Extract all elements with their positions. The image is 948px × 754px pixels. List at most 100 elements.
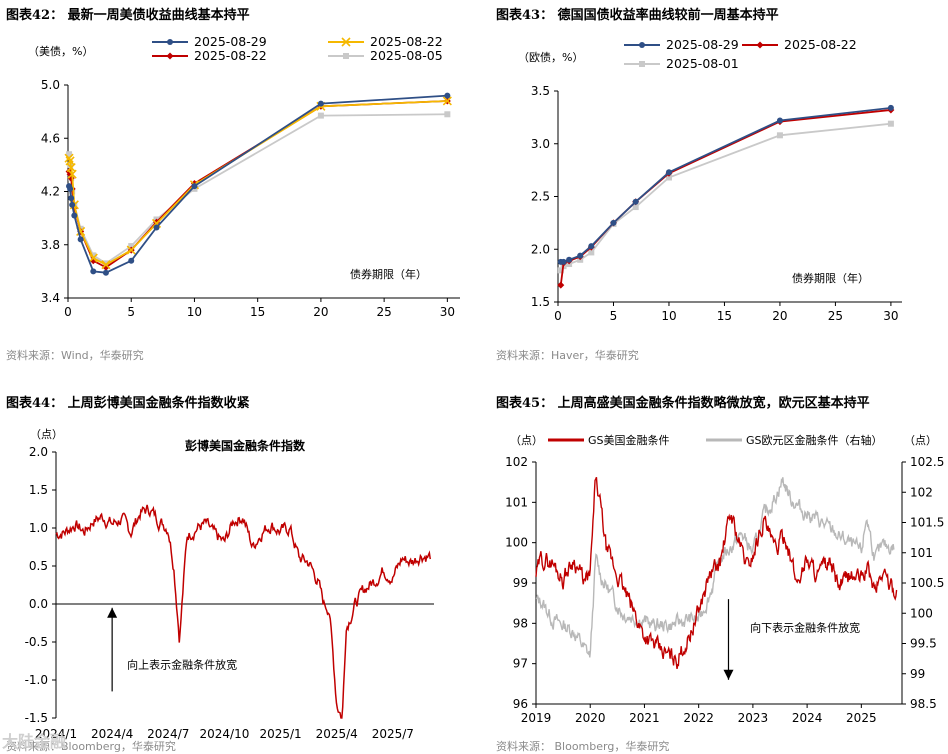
x-tick-label: 30 xyxy=(440,305,455,319)
y-axis-label: （点） xyxy=(30,428,63,441)
y-tick-label: 101 xyxy=(505,495,528,509)
data-point xyxy=(71,212,78,219)
y-tick-label: 101 xyxy=(910,546,933,560)
chart-title: 图表43： 德国国债收益率曲线较前一周基本持平 xyxy=(496,8,779,23)
y-tick-label: 102 xyxy=(505,455,528,469)
chart-source: 资料来源：Wind，华泰研究 xyxy=(6,349,144,362)
data-point xyxy=(102,260,109,267)
x-tick-label: 25 xyxy=(828,309,843,323)
x-tick-label: 2024/7 xyxy=(147,727,189,741)
annotation-arrowhead xyxy=(723,669,734,680)
data-point xyxy=(639,42,645,48)
data-point xyxy=(756,41,764,49)
data-point xyxy=(577,252,584,259)
y-tick-label: 3.5 xyxy=(531,84,550,98)
x-axis-label: 债券期限（年） xyxy=(792,271,869,285)
data-point xyxy=(665,174,672,181)
y-tick-label: 2.5 xyxy=(531,190,550,204)
y-tick-label: -1.5 xyxy=(25,711,48,725)
y-tick-label: 98 xyxy=(513,616,528,630)
chart-panel-43: 图表43： 德国国债收益率曲线较前一周基本持平 1.5 2.0 2.5 3.0 3.5 0… xyxy=(474,0,948,370)
y-tick-label: 3.0 xyxy=(531,137,550,151)
data-point xyxy=(887,120,894,127)
y-tick-label: 2.0 xyxy=(531,242,550,256)
annotation-text: 向上表示金融条件放宽 xyxy=(127,658,237,672)
inner-title: 彭博美国金融条件指数 xyxy=(185,438,306,453)
y-tick-label: 3.4 xyxy=(41,291,60,305)
x-tick-label: 2025/7 xyxy=(372,727,414,741)
data-point xyxy=(90,268,97,275)
data-point xyxy=(632,198,639,205)
data-point xyxy=(69,201,76,208)
series-line xyxy=(68,94,448,274)
x-tick-label: 2021 xyxy=(629,711,660,725)
x-tick-label: 25 xyxy=(376,305,391,319)
data-point xyxy=(566,256,573,263)
y-tick-label: 0.0 xyxy=(29,597,48,611)
data-point xyxy=(776,132,783,139)
x-tick-label: 2025 xyxy=(846,711,877,725)
data-point xyxy=(77,236,84,243)
x-tick-label: 5 xyxy=(127,305,135,319)
data-point xyxy=(557,267,564,274)
data-point xyxy=(128,243,135,250)
data-point xyxy=(665,169,672,176)
yield-curve-de-chart: 1.5 2.0 2.5 3.0 3.5 0 5 10 15 20 25 30 （欧债，%） 债券期限（年）… xyxy=(518,37,902,323)
data-point xyxy=(887,104,894,111)
data-point xyxy=(639,61,645,67)
x-tick-label: 20 xyxy=(313,305,328,319)
y-tick-label: 1.0 xyxy=(29,521,48,535)
y-axis-label: （美债，%） xyxy=(28,44,93,58)
data-point xyxy=(153,218,161,226)
data-point xyxy=(67,185,74,192)
data-point xyxy=(153,224,160,231)
x-tick-label: 10 xyxy=(661,309,676,323)
data-point xyxy=(128,257,135,264)
data-point xyxy=(317,100,324,107)
x-tick-label: 2020 xyxy=(575,711,606,725)
data-point xyxy=(343,53,349,59)
y-tick-label: 99.5 xyxy=(910,637,937,651)
legend-label: GS美国金融条件 xyxy=(588,433,670,447)
legend-label: 2025-08-29 xyxy=(666,37,739,52)
x-tick-label: 2024/10 xyxy=(199,727,249,741)
legend-label: 2025-08-22 xyxy=(194,48,267,63)
y-tick-label: 4.6 xyxy=(41,131,60,145)
data-point xyxy=(776,117,783,124)
y-tick-label: 1.5 xyxy=(531,295,550,309)
y-tick-label: 100 xyxy=(910,606,933,620)
chart-panel-42: 图表42： 最新一周美债收益曲线基本持平 3.4 3.8 4.2 4.6 5.0 0 5 10… xyxy=(0,0,474,370)
data-point xyxy=(444,111,451,118)
y-tick-label: 97 xyxy=(513,657,528,671)
chart-source: 资料来源：Bloomberg，华泰研究 xyxy=(6,740,176,753)
data-point xyxy=(166,52,174,60)
series-line xyxy=(68,100,448,269)
annotation-arrowhead xyxy=(107,607,118,618)
y-tick-label: 102.5 xyxy=(910,455,944,469)
y-tick-label: 99 xyxy=(513,576,528,590)
data-point xyxy=(610,219,617,226)
x-tick-label: 2022 xyxy=(683,711,714,725)
y-tick-label: 99 xyxy=(910,667,925,681)
series-line xyxy=(55,504,431,719)
data-point xyxy=(632,204,639,211)
series-line xyxy=(68,100,448,266)
data-point xyxy=(588,243,595,250)
y-tick-label: 1.5 xyxy=(29,483,48,497)
data-point xyxy=(90,252,97,259)
x-tick-label: 20 xyxy=(772,309,787,323)
data-point xyxy=(444,92,451,99)
x-tick-label: 15 xyxy=(717,309,732,323)
legend-label: 2025-08-22 xyxy=(370,34,443,49)
x-tick-label: 0 xyxy=(64,305,72,319)
x-axis-label: 债券期限（年） xyxy=(350,267,427,281)
data-point xyxy=(442,96,452,106)
x-tick-label: 30 xyxy=(883,309,898,323)
data-point xyxy=(317,112,324,119)
series-line xyxy=(535,476,898,670)
y-tick-label: 0.5 xyxy=(29,559,48,573)
bloomberg-fci-chart: -1.5 -1.0 -0.5 0.0 0.5 1.0 1.5 2.0 2024/1 2024/4 2… xyxy=(25,428,434,741)
chart-panel-45: 图表45： 上周高盛美国金融条件指数略微放宽，欧元区基本持平 96 97 98 99 1… xyxy=(474,386,948,754)
legend-label: 2025-08-29 xyxy=(194,34,267,49)
x-tick-label: 2025/1 xyxy=(259,727,301,741)
